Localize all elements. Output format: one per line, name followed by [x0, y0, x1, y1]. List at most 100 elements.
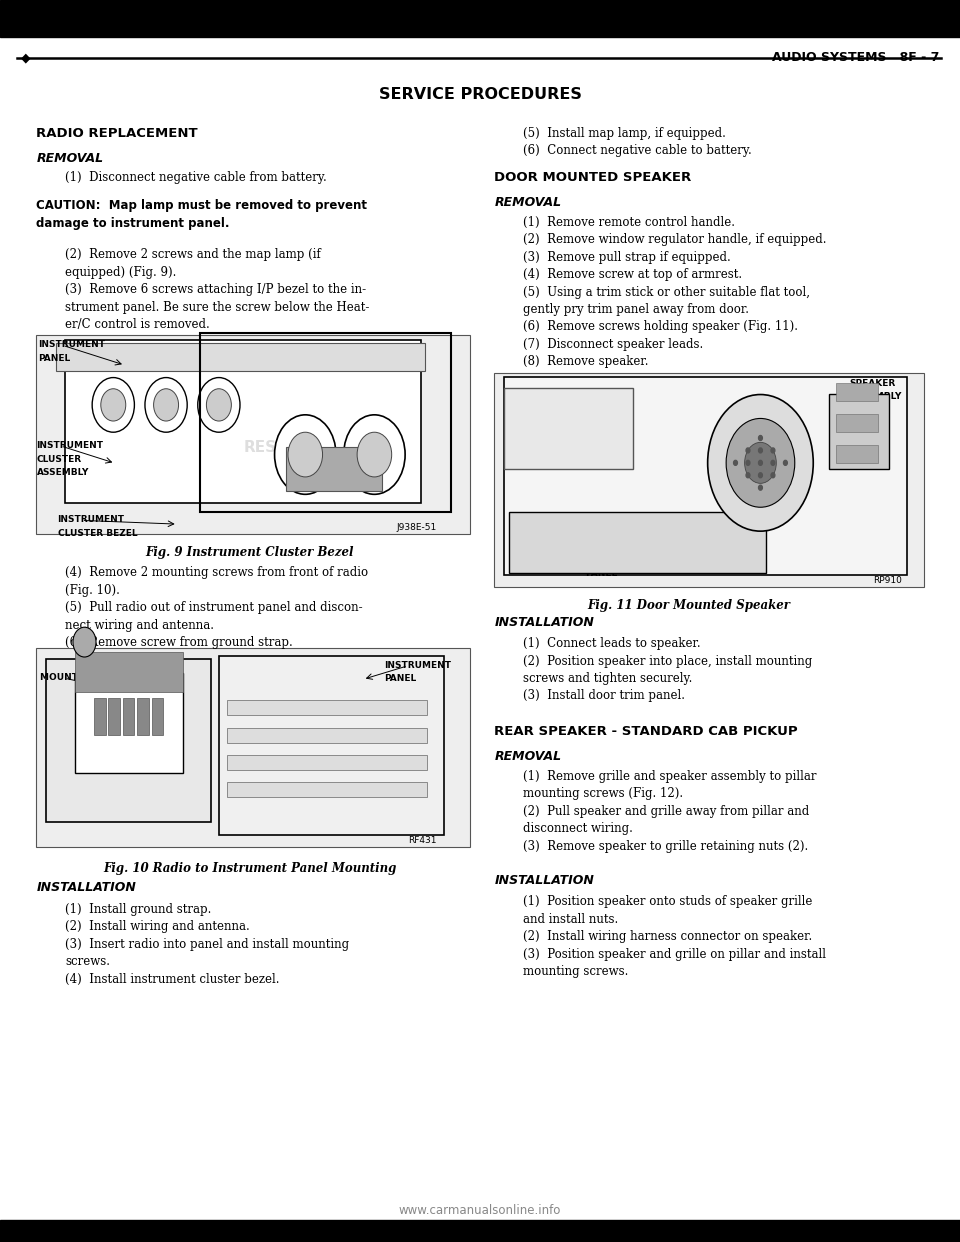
- Circle shape: [726, 419, 795, 507]
- Circle shape: [733, 461, 737, 466]
- Circle shape: [771, 448, 775, 453]
- Text: (3)  Insert radio into panel and install mounting: (3) Insert radio into panel and install …: [65, 938, 349, 950]
- Text: (3)  Remove 6 screws attaching I/P bezel to the in-: (3) Remove 6 screws attaching I/P bezel …: [65, 283, 367, 296]
- Text: (2)  Position speaker into place, install mounting: (2) Position speaker into place, install…: [523, 655, 812, 667]
- Bar: [228, 755, 427, 770]
- Circle shape: [344, 415, 405, 494]
- Text: RADIO REPLACEMENT: RADIO REPLACEMENT: [36, 127, 198, 139]
- Text: (4)  Remove screw at top of armrest.: (4) Remove screw at top of armrest.: [523, 268, 742, 281]
- Circle shape: [758, 436, 762, 441]
- Bar: [835, 446, 878, 463]
- Circle shape: [198, 378, 240, 432]
- Text: (1)  Remove remote control handle.: (1) Remove remote control handle.: [523, 216, 735, 229]
- Circle shape: [771, 461, 775, 466]
- Text: REMOVAL: REMOVAL: [494, 196, 562, 209]
- Text: (3)  Remove speaker to grille retaining nuts (2).: (3) Remove speaker to grille retaining n…: [523, 840, 808, 852]
- Circle shape: [758, 461, 762, 466]
- Text: RP910: RP910: [874, 576, 902, 585]
- Text: Fig. 11 Door Mounted Speaker: Fig. 11 Door Mounted Speaker: [588, 599, 791, 611]
- Text: INSTALLATION: INSTALLATION: [36, 881, 136, 893]
- Text: Fig. 10 Radio to Instrument Panel Mounting: Fig. 10 Radio to Instrument Panel Mounti…: [103, 862, 396, 874]
- Circle shape: [746, 473, 750, 478]
- Text: equipped) (Fig. 9).: equipped) (Fig. 9).: [65, 266, 177, 278]
- Text: (6)  Remove screws holding speaker (Fig. 11).: (6) Remove screws holding speaker (Fig. …: [523, 320, 798, 333]
- Circle shape: [783, 461, 787, 466]
- Text: (5)  Using a trim stick or other suitable flat tool,: (5) Using a trim stick or other suitable…: [523, 286, 810, 298]
- Text: (7)  Disconnect speaker leads.: (7) Disconnect speaker leads.: [523, 338, 704, 350]
- Text: (6)  Remove screw from ground strap.: (6) Remove screw from ground strap.: [65, 636, 293, 648]
- Text: and install nuts.: and install nuts.: [523, 913, 618, 925]
- Text: screws and tighten securely.: screws and tighten securely.: [523, 672, 692, 684]
- Circle shape: [206, 389, 231, 421]
- Text: (2)  Remove 2 screws and the map lamp (if: (2) Remove 2 screws and the map lamp (if: [65, 248, 321, 261]
- Circle shape: [758, 486, 762, 491]
- Text: (3)  Install door trim panel.: (3) Install door trim panel.: [523, 689, 685, 702]
- Text: (5)  Pull radio out of instrument panel and discon-: (5) Pull radio out of instrument panel a…: [65, 601, 363, 614]
- Text: (4)  Remove 2 mounting screws from front of radio: (4) Remove 2 mounting screws from front …: [65, 566, 369, 579]
- Text: strument panel. Be sure the screw below the Heat-: strument panel. Be sure the screw below …: [65, 301, 370, 313]
- Text: (6)  Connect negative cable to battery.: (6) Connect negative cable to battery.: [523, 144, 752, 156]
- Text: CLUSTER BEZEL: CLUSTER BEZEL: [58, 529, 137, 538]
- Text: (1)  Install ground strap.: (1) Install ground strap.: [65, 903, 211, 915]
- Circle shape: [92, 378, 134, 432]
- Text: CAUTION:  Map lamp must be removed to prevent: CAUTION: Map lamp must be removed to pre…: [36, 199, 368, 211]
- Circle shape: [288, 432, 323, 477]
- Bar: [200, 333, 451, 512]
- Text: disconnect wiring.: disconnect wiring.: [523, 822, 633, 835]
- Circle shape: [275, 415, 336, 494]
- Bar: [494, 373, 924, 587]
- Text: (Fig. 10).: (Fig. 10).: [65, 584, 120, 596]
- Text: INSTRUMENT: INSTRUMENT: [38, 340, 106, 349]
- Text: (4)  Install instrument cluster bezel.: (4) Install instrument cluster bezel.: [65, 972, 279, 985]
- Text: ASSEMBLY: ASSEMBLY: [850, 392, 902, 401]
- Bar: [228, 728, 427, 743]
- Bar: [75, 652, 183, 692]
- Circle shape: [746, 461, 750, 466]
- Text: CLUSTER: CLUSTER: [36, 455, 82, 463]
- Bar: [0, 1220, 960, 1242]
- Bar: [36, 335, 470, 534]
- Circle shape: [101, 389, 126, 421]
- Text: damage to instrument panel.: damage to instrument panel.: [36, 217, 230, 230]
- Bar: [123, 698, 134, 735]
- Text: (2)  Install wiring and antenna.: (2) Install wiring and antenna.: [65, 920, 250, 933]
- Circle shape: [746, 448, 750, 453]
- Text: INSTALLATION: INSTALLATION: [494, 616, 594, 628]
- Bar: [509, 513, 766, 573]
- Text: PANEL: PANEL: [586, 569, 618, 578]
- Text: (1)  Position speaker onto studs of speaker grille: (1) Position speaker onto studs of speak…: [523, 895, 812, 908]
- Text: RF431: RF431: [408, 836, 437, 845]
- Text: Fig. 9 Instrument Cluster Bezel: Fig. 9 Instrument Cluster Bezel: [145, 546, 354, 559]
- Text: AUDIO SYSTEMS   8F - 7: AUDIO SYSTEMS 8F - 7: [772, 51, 939, 65]
- Text: (5)  Install map lamp, if equipped.: (5) Install map lamp, if equipped.: [523, 127, 726, 139]
- Text: PANEL: PANEL: [38, 354, 71, 363]
- Text: nect wiring and antenna.: nect wiring and antenna.: [65, 619, 214, 631]
- Text: REMOVAL: REMOVAL: [36, 152, 104, 164]
- Circle shape: [154, 389, 179, 421]
- Text: REAR SPEAKER - STANDARD CAB PICKUP: REAR SPEAKER - STANDARD CAB PICKUP: [494, 725, 798, 738]
- Circle shape: [73, 627, 96, 657]
- Text: er/C control is removed.: er/C control is removed.: [65, 318, 210, 330]
- FancyBboxPatch shape: [65, 340, 421, 503]
- Bar: [75, 673, 183, 773]
- Text: ASSEMBLY: ASSEMBLY: [36, 468, 89, 477]
- Circle shape: [145, 378, 187, 432]
- Text: DOOR TRIM: DOOR TRIM: [586, 555, 644, 564]
- Bar: [504, 388, 633, 469]
- Circle shape: [708, 395, 813, 532]
- Text: PANEL: PANEL: [384, 674, 417, 683]
- Text: mounting screws (Fig. 12).: mounting screws (Fig. 12).: [523, 787, 684, 800]
- Text: screws.: screws.: [65, 955, 110, 968]
- Bar: [504, 378, 907, 575]
- Bar: [152, 698, 163, 735]
- Text: DOOR MOUNTED SPEAKER: DOOR MOUNTED SPEAKER: [494, 171, 691, 184]
- Text: (3)  Remove pull strap if equipped.: (3) Remove pull strap if equipped.: [523, 251, 731, 263]
- Bar: [137, 698, 149, 735]
- Bar: [219, 656, 444, 835]
- Text: SPEAKER: SPEAKER: [850, 379, 896, 388]
- Text: J938E-51: J938E-51: [396, 523, 437, 532]
- Bar: [56, 343, 424, 371]
- Text: SERVICE PROCEDURES: SERVICE PROCEDURES: [378, 87, 582, 102]
- Text: (2)  Install wiring harness connector on speaker.: (2) Install wiring harness connector on …: [523, 930, 812, 943]
- Bar: [228, 782, 427, 797]
